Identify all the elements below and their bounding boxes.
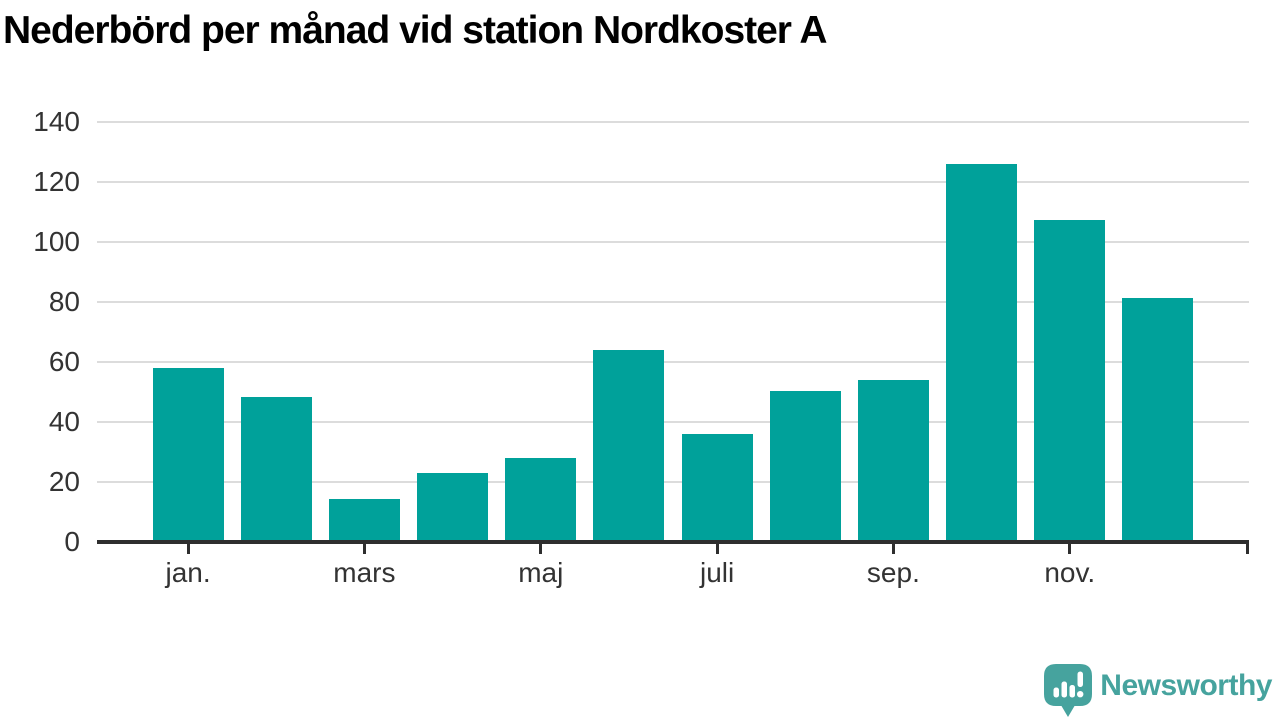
x-axis-tick (715, 544, 719, 554)
bar (1122, 297, 1194, 542)
y-tick-label: 80 (48, 286, 80, 317)
newsworthy-logo-icon (1044, 664, 1093, 717)
gridline (97, 301, 1249, 303)
y-tick-label: 0 (64, 526, 80, 557)
gridline (97, 121, 1249, 123)
y-tick-label: 40 (48, 406, 80, 437)
y-tick-label: 20 (48, 466, 80, 497)
bar (240, 396, 312, 542)
logo-bar-tall-icon (1061, 681, 1068, 698)
x-axis-tick (362, 544, 366, 554)
gridline (97, 421, 1249, 423)
gridline (97, 181, 1249, 183)
y-tick-label: 100 (33, 226, 80, 257)
x-tick-label: nov. (1044, 557, 1096, 588)
logo-exclamation-stem-icon (1077, 671, 1084, 687)
bar (152, 368, 224, 542)
bar (857, 380, 929, 542)
logo-bar-small-icon (1053, 687, 1060, 698)
x-tick-label: maj (518, 557, 564, 588)
bar (505, 458, 577, 542)
bar (328, 498, 400, 542)
x-tick-label: mars (333, 557, 396, 588)
x-tick-label: jan. (165, 557, 211, 588)
gridline (97, 481, 1249, 483)
bar (1034, 219, 1106, 542)
x-tick-label: juli (699, 557, 735, 588)
x-tick-label: sep. (866, 557, 920, 588)
x-axis-tick (186, 544, 190, 554)
bar (593, 350, 665, 542)
bar (417, 473, 489, 542)
x-axis-end-tick (1246, 544, 1249, 554)
y-tick-label: 140 (33, 106, 80, 137)
bar (769, 390, 841, 542)
x-axis-tick (1068, 544, 1072, 554)
newsworthy-logo: Newsworthy (1044, 664, 1272, 718)
logo-bar-mid-icon (1069, 685, 1076, 698)
gridline (97, 241, 1249, 243)
bar (681, 434, 753, 542)
gridline (97, 361, 1249, 363)
page-title: Nederbörd per månad vid station Nordkost… (3, 9, 828, 52)
newsworthy-logo-text: Newsworthy (1100, 669, 1272, 702)
bar (946, 164, 1018, 542)
y-tick-label: 120 (33, 166, 80, 197)
x-axis-tick (539, 544, 543, 554)
y-tick-label: 60 (48, 346, 80, 377)
logo-exclamation-dot-icon (1077, 691, 1084, 698)
x-axis-line (97, 540, 1249, 544)
x-axis-tick (891, 544, 895, 554)
logo-bubble-shape (1044, 664, 1093, 717)
